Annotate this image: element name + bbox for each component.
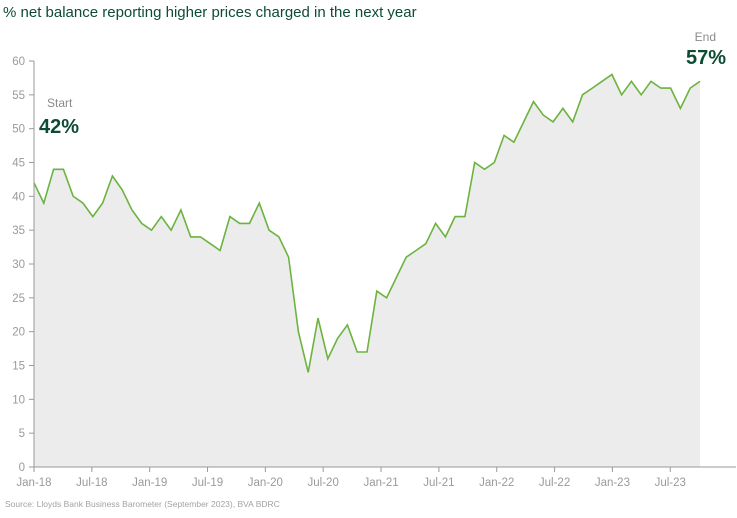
x-tick-label: Jul-23: [655, 477, 686, 489]
y-tick-label: 55: [12, 90, 25, 102]
y-tick-label: 40: [12, 191, 25, 203]
x-tick-label: Jan-20: [248, 477, 283, 489]
plot-area: [33, 73, 701, 467]
end-value: 57%: [686, 47, 726, 69]
chart-title: % net balance reporting higher prices ch…: [3, 4, 417, 21]
y-tick-label: 10: [12, 394, 25, 406]
source-note: Source: Lloyds Bank Business Barometer (…: [5, 499, 280, 509]
x-tick-label: Jan-18: [16, 477, 51, 489]
x-tick-label: Jul-21: [423, 477, 454, 489]
y-tick-label: 15: [12, 361, 25, 373]
y-tick-label: 35: [12, 225, 25, 237]
start-value: 42%: [39, 116, 79, 138]
start-label: Start: [47, 96, 73, 110]
start-annotation: Start 42%: [39, 96, 79, 138]
x-tick-label: Jan-19: [132, 477, 167, 489]
x-tick-label: Jul-18: [76, 477, 107, 489]
end-label: End: [695, 30, 716, 44]
y-tick-label: 45: [12, 158, 25, 170]
series-area-fill: [34, 74, 700, 467]
y-tick-label: 50: [12, 124, 25, 136]
y-tick-label: 30: [12, 259, 25, 271]
x-tick-label: Jul-19: [192, 477, 223, 489]
x-tick-label: Jan-21: [363, 477, 398, 489]
x-tick-label: Jul-20: [308, 477, 339, 489]
y-tick-label: 5: [19, 428, 25, 440]
x-tick-label: Jan-22: [479, 477, 514, 489]
x-tick-label: Jan-23: [595, 477, 630, 489]
y-tick-label: 0: [19, 462, 25, 474]
x-tick-label: Jul-22: [539, 477, 570, 489]
y-tick-label: 60: [12, 56, 25, 68]
axes: 0 5 10 15 20 25 30 35 40 45 50 55 60 Jan-18 Jul-18 Jan-…: [12, 56, 736, 489]
y-tick-label: 20: [12, 327, 25, 339]
end-annotation: End 57%: [686, 30, 726, 69]
y-tick-label: 25: [12, 293, 25, 305]
